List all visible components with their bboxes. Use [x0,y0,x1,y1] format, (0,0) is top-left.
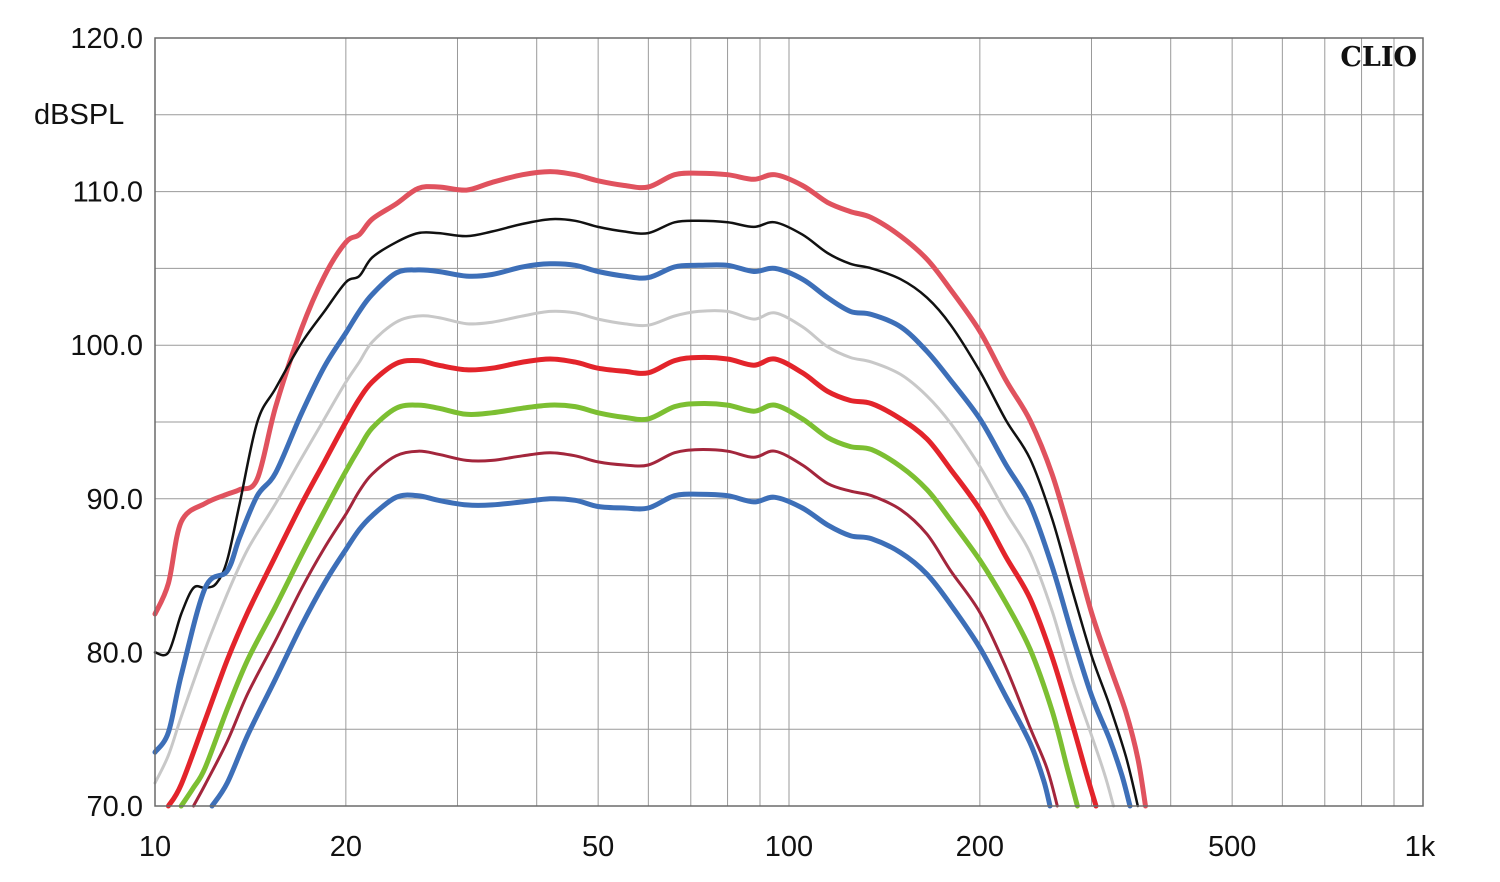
series-line-6 [178,401,1080,809]
series-line-7 [192,448,1059,808]
series-line-8 [209,491,1053,809]
x-tick-label: 10 [139,831,171,863]
series-line-3 [152,261,1133,809]
y-axis-label: dBSPL [34,99,124,131]
y-tick-label: 70.0 [87,791,143,823]
y-tick-label: 100.0 [70,330,143,362]
x-tick-label: 20 [330,831,362,863]
clio-brand-label: CLIO [1340,42,1417,73]
series-line-2 [153,217,1140,808]
x-tick-label: 50 [582,831,614,863]
y-tick-labels: 70.0 80.0 90.0 100.0 110.0 120.0 [70,23,143,823]
y-tick-label: 80.0 [87,637,143,669]
series-line-1 [152,169,1148,809]
plot-frame [154,37,1424,807]
y-tick-label: 110.0 [73,177,143,209]
series-line-5 [165,354,1099,809]
x-tick-label: 200 [956,831,1004,863]
horizontal-grid [155,114,1423,730]
y-tick-label: 90.0 [87,484,143,516]
y-tick-label: 120.0 [70,23,143,55]
series-line-4 [153,309,1115,808]
response-curves [152,169,1148,809]
x-tick-label: 500 [1208,831,1256,863]
x-tick-label: 1k [1405,831,1436,863]
x-tick-label: 100 [765,831,813,863]
x-tick-labels: 10 20 50 100 200 500 1k [139,831,1436,863]
